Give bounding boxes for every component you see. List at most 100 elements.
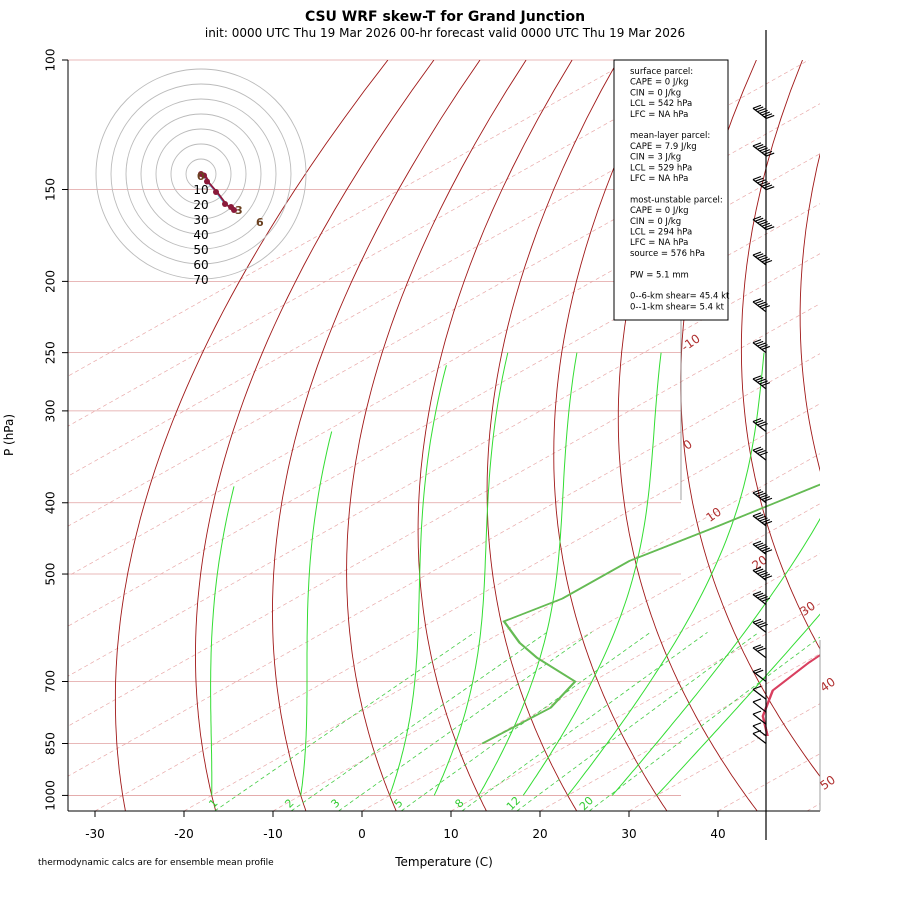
- hodograph-ring: [110, 83, 292, 265]
- temperature-profile: [763, 655, 820, 737]
- legend-line: PW = 5.1 mm: [630, 270, 689, 280]
- wind-barb: [752, 339, 770, 354]
- dry-adiabat: [740, 60, 820, 650]
- chart-title: CSU WRF skew-T for Grand Junction: [305, 9, 585, 25]
- dry-adiabat: [195, 60, 435, 811]
- dry-adiabat: [417, 60, 573, 811]
- wind-barb: [752, 644, 767, 659]
- wind-barb: [752, 417, 768, 432]
- x-axis-label: Temperature (C): [394, 855, 493, 869]
- x-tick-label: 0: [358, 827, 366, 841]
- isotherm-line: [183, 453, 820, 811]
- legend-line: LFC = NA hPa: [630, 238, 688, 248]
- hodograph-ring: [95, 68, 307, 280]
- isotherm-line: [68, 253, 820, 677]
- moist-adiabat: [389, 365, 447, 796]
- x-tick-label: -10: [263, 827, 283, 841]
- mixing-ratio-line: [338, 631, 592, 811]
- y-tick-label: 100: [44, 49, 58, 72]
- isotherm-label: 40: [817, 675, 838, 695]
- hodograph-point: [222, 201, 228, 207]
- mixing-ratio-line: [516, 631, 760, 811]
- wind-barb: [752, 590, 770, 605]
- hodograph-ring-label: 70: [193, 273, 208, 287]
- hodograph-ring: [170, 143, 232, 205]
- isotherm-line: [68, 203, 820, 627]
- legend-line: LCL = 294 hPa: [630, 228, 692, 238]
- dry-adiabat: [799, 152, 820, 472]
- legend-line: CIN = 0 J/kg: [630, 217, 681, 227]
- legend-line: CAPE = 0 J/kg: [630, 78, 689, 88]
- wind-barbs: [752, 30, 775, 840]
- x-tick-label: 10: [443, 827, 458, 841]
- y-tick-label: 200: [44, 270, 58, 293]
- isotherm-line: [68, 303, 820, 727]
- y-tick-label: 500: [44, 563, 58, 586]
- hodograph-point: [204, 178, 210, 185]
- temperature-profile: [762, 654, 820, 737]
- legend-line: CAPE = 7.9 J/kg: [630, 142, 697, 152]
- legend-line: mean-layer parcel:: [630, 131, 710, 141]
- x-tick-label: 20: [532, 827, 547, 841]
- wind-barb: [752, 618, 768, 633]
- x-tick-label: 40: [710, 827, 725, 841]
- isotherm-line: [539, 653, 820, 811]
- wind-barb: [752, 710, 767, 725]
- mixing-ratio-line: [214, 631, 476, 811]
- moist-adiabat: [300, 431, 333, 796]
- legend-line: most-unstable parcel:: [630, 195, 723, 205]
- isotherm-line: [68, 353, 820, 777]
- moist-adiabat: [210, 486, 235, 796]
- mixing-ratio-label: 20: [577, 794, 596, 813]
- chart-subtitle: init: 0000 UTC Thu 19 Mar 2026 00-hr for…: [205, 26, 685, 40]
- wind-barb: [752, 142, 775, 157]
- mixing-ratio-label: 3: [328, 796, 342, 810]
- legend-line: LCL = 542 hPa: [630, 99, 692, 109]
- y-tick-label: 250: [44, 341, 58, 364]
- legend-line: surface parcel:: [630, 67, 693, 77]
- isotherm-line: [450, 603, 820, 811]
- moist-adiabat: [611, 517, 820, 796]
- x-tick-label: -30: [85, 827, 105, 841]
- y-axis-label: P (hPa): [2, 414, 16, 456]
- moist-adiabat: [433, 352, 509, 796]
- isotherm-line: [68, 60, 720, 427]
- legend-line: LCL = 529 hPa: [630, 163, 692, 173]
- isotherm-label: 10: [703, 505, 724, 525]
- wind-barb: [752, 512, 773, 527]
- mixing-ratio-line: [290, 631, 548, 811]
- hodograph-ring-label: 60: [193, 258, 208, 272]
- wind-barb: [752, 698, 767, 713]
- y-tick-label: 400: [44, 491, 58, 514]
- wind-barb: [752, 251, 773, 266]
- wind-barb: [752, 667, 767, 682]
- mixing-ratio-line: [461, 631, 708, 811]
- dry-adiabats: [114, 60, 820, 811]
- stats-legend-box: surface parcel:CAPE = 0 J/kg CIN = 0 J/kg…: [613, 59, 730, 321]
- hodograph-label: 3: [235, 204, 243, 217]
- legend-line: 0--6-km shear= 45.4 kt: [630, 292, 730, 302]
- hodograph-ring-label: 20: [193, 198, 208, 212]
- legend-line: LFC = NA hPa: [630, 174, 688, 184]
- isotherm-label: 0: [681, 437, 695, 453]
- legend-line: LFC = NA hPa: [630, 110, 688, 120]
- moist-adiabats: [210, 352, 820, 796]
- moist-adiabat: [656, 613, 820, 796]
- hodograph-ring: [185, 158, 217, 190]
- wind-barb: [752, 375, 770, 390]
- wind-barb: [752, 298, 770, 313]
- legend-line: CIN = 3 J/kg: [630, 153, 681, 163]
- sounding-profiles: [481, 483, 820, 745]
- hodograph-point: [231, 207, 237, 213]
- isotherm-label: 50: [817, 773, 838, 793]
- isotherm-line: [68, 60, 631, 377]
- hodograph-point: [213, 189, 219, 195]
- y-tick-label: 1000: [44, 780, 58, 811]
- dry-adiabat: [272, 60, 481, 811]
- dry-adiabat: [553, 60, 668, 811]
- wind-barb: [752, 566, 773, 581]
- hodograph-ring-label: 50: [193, 243, 208, 257]
- hodograph-ring-label: 10: [193, 183, 208, 197]
